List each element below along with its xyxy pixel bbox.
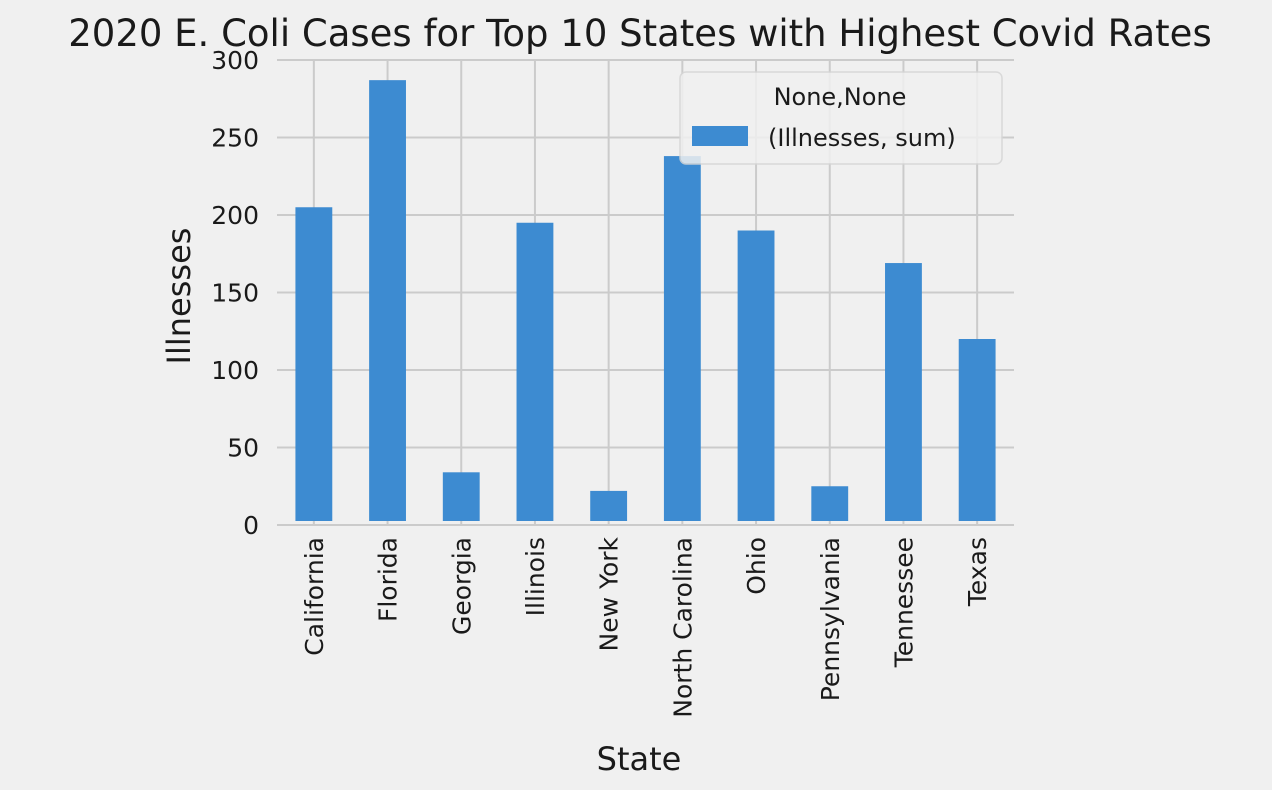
y-tick-label: 0 xyxy=(243,511,259,540)
bar-georgia xyxy=(442,472,480,521)
bar-tennessee xyxy=(885,263,922,521)
y-tick-label: 100 xyxy=(211,356,259,385)
y-tick-label: 150 xyxy=(211,279,259,308)
x-tick-labels: California Florida Georgia Illinois New York… xyxy=(300,536,992,717)
x-tick-label: North Carolina xyxy=(668,537,697,718)
y-tick-label: 250 xyxy=(211,124,259,153)
x-tick-label: California xyxy=(300,537,329,656)
x-axis-label: State xyxy=(597,740,682,778)
bar-texas xyxy=(958,339,996,521)
bars xyxy=(295,80,996,522)
y-tick-label: 50 xyxy=(227,434,259,463)
bar-north-carolina xyxy=(663,156,701,521)
bar-pennsylvania xyxy=(811,486,849,521)
x-tick-label: Illinois xyxy=(521,537,550,616)
legend: None,None (Illnesses, sum) xyxy=(679,71,1003,165)
legend-entry-label: (Illnesses, sum) xyxy=(768,124,956,152)
legend-frame xyxy=(679,71,1003,165)
bar-california xyxy=(295,207,333,521)
x-tick-label: Tennessee xyxy=(889,537,918,668)
legend-title: None,None xyxy=(774,83,907,111)
bar-new-york xyxy=(590,490,628,521)
x-tick-label: Ohio xyxy=(742,537,771,595)
y-axis-label: Illnesses xyxy=(160,228,198,365)
y-tick-label: 200 xyxy=(211,201,259,230)
bar-ohio xyxy=(737,230,775,521)
chart-title: 2020 E. Coli Cases for Top 10 States wit… xyxy=(68,12,1211,55)
bar-florida xyxy=(369,80,406,522)
x-tick-label: Georgia xyxy=(447,537,476,635)
legend-swatch xyxy=(692,126,748,146)
bar-illinois xyxy=(516,222,554,521)
x-tick-label: Florida xyxy=(374,537,403,622)
x-tick-label: New York xyxy=(595,536,624,651)
x-tick-label: Pennsylvania xyxy=(816,537,845,701)
y-tick-labels: 0 50 100 150 200 250 300 xyxy=(211,46,259,540)
x-tick-label: Texas xyxy=(963,537,992,607)
y-tick-label: 300 xyxy=(211,46,259,75)
